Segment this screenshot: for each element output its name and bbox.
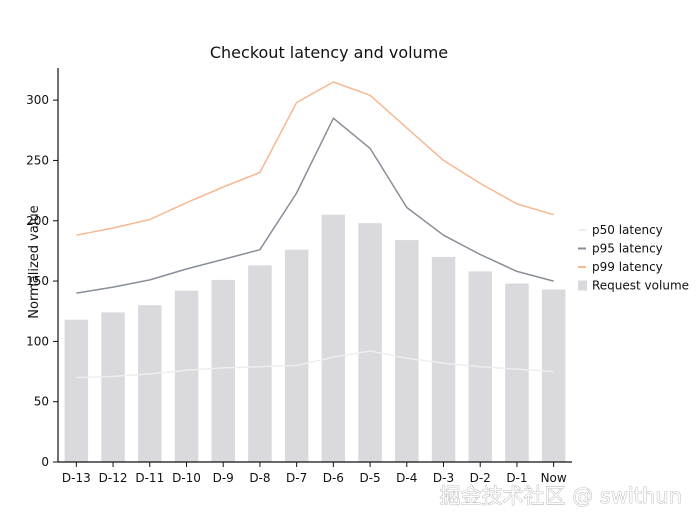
line-p50-latency bbox=[76, 350, 554, 379]
legend-label-p95-latency: p95 latency bbox=[592, 242, 663, 256]
bar-d-9 bbox=[211, 279, 235, 462]
axes-layer: 0 50 100 150 200 250 300 D-13 D-12 D-11 D-10 D-9 D-8… bbox=[26, 68, 572, 485]
x-tick-label: D-5 bbox=[359, 471, 380, 485]
x-tick-label: D-10 bbox=[172, 471, 201, 485]
bar-d-6 bbox=[321, 214, 346, 462]
y-tick-label: 200 bbox=[26, 214, 49, 228]
bar-d-12 bbox=[101, 312, 125, 462]
y-tick-label: 50 bbox=[34, 395, 49, 409]
bars-layer bbox=[64, 214, 566, 462]
y-tick-label: 250 bbox=[26, 153, 49, 167]
bar-d-13 bbox=[64, 319, 89, 462]
x-tick-label: D-12 bbox=[99, 471, 128, 485]
x-tick-label: D-13 bbox=[62, 471, 91, 485]
x-tick-label: D-3 bbox=[433, 471, 454, 485]
chart-title: Checkout latency and volume bbox=[210, 43, 448, 62]
y-tick-label: 0 bbox=[41, 455, 49, 469]
x-tick-label: D-9 bbox=[213, 471, 234, 485]
bar-d-4 bbox=[395, 240, 419, 462]
bar-d-7 bbox=[284, 249, 309, 462]
bar-d-11 bbox=[138, 305, 162, 462]
line-p95-latency bbox=[76, 117, 554, 294]
bar-d-10 bbox=[174, 290, 199, 462]
x-tick-label: D-6 bbox=[323, 471, 344, 485]
x-tick-label: D-8 bbox=[249, 471, 270, 485]
legend-label-request-volume: Request volume bbox=[592, 279, 689, 293]
x-tick-label: Now bbox=[541, 471, 567, 485]
lines-layer bbox=[76, 81, 554, 379]
bar-now bbox=[541, 289, 566, 462]
bar-d-5 bbox=[358, 223, 382, 462]
legend: p50 latency p95 latency p99 latency Request… bbox=[578, 223, 689, 293]
legend-label-p99-latency: p99 latency bbox=[592, 260, 663, 274]
x-tick-label: D-4 bbox=[396, 471, 417, 485]
bar-d-1 bbox=[505, 283, 529, 462]
x-tick-label: D-11 bbox=[135, 471, 164, 485]
y-tick-label: 300 bbox=[26, 93, 49, 107]
legend-label-p50-latency: p50 latency bbox=[592, 223, 663, 237]
y-axis-label: Normalized value bbox=[27, 205, 42, 318]
watermark-text: 掘金技术社区 @ swithun bbox=[440, 484, 682, 508]
x-tick-label: D-1 bbox=[506, 471, 527, 485]
legend-swatch-request-volume bbox=[578, 280, 587, 291]
x-tick-label: D-2 bbox=[470, 471, 491, 485]
bar-d-8 bbox=[248, 265, 272, 462]
y-tick-label: 150 bbox=[26, 274, 49, 288]
y-tick-label: 100 bbox=[26, 334, 49, 348]
line-p99-latency bbox=[76, 81, 554, 236]
x-tick-label: D-7 bbox=[286, 471, 307, 485]
bar-d-3 bbox=[431, 256, 456, 462]
